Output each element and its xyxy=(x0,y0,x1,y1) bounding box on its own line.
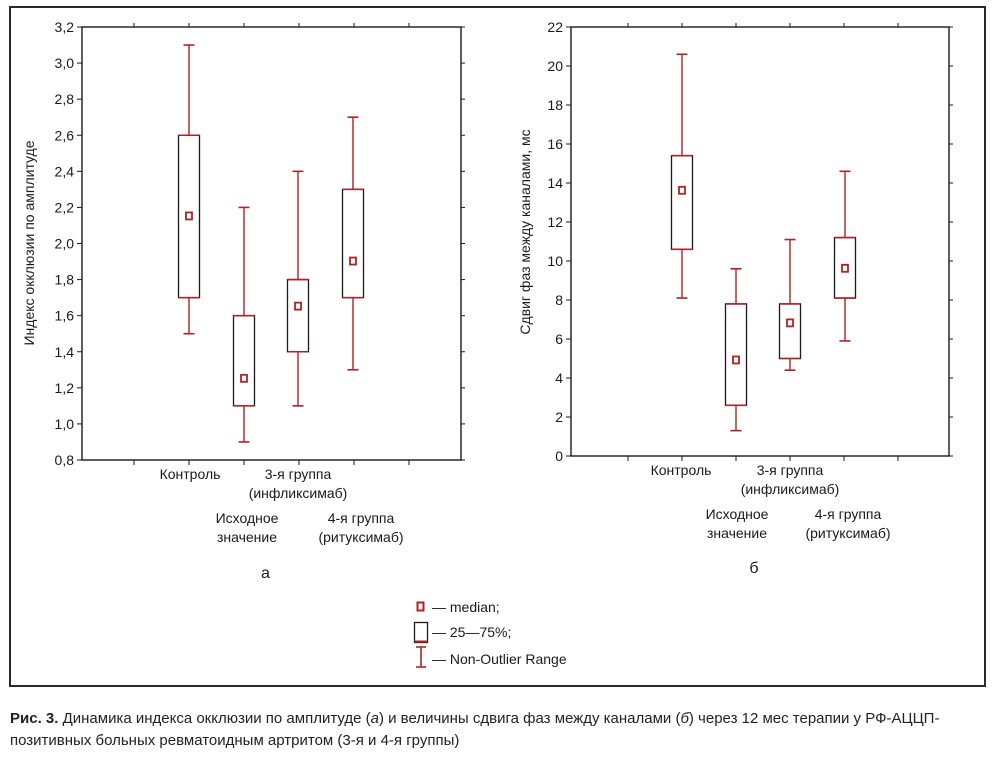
median-marker xyxy=(185,211,193,221)
caption-text-1: Динамика индекса окклюзии по амплитуде ( xyxy=(58,710,371,727)
chart-panel-a: 0,8 1,0 1,2 1,4 1,6 1,8 2,0 2,2 2,4 2,6 2,8 3,0 3,2 И… xyxy=(21,19,465,582)
legend-median-label: — median; xyxy=(432,599,500,615)
y-tick-label: 18 xyxy=(547,97,563,113)
plot-area-frame-b xyxy=(570,26,950,457)
y-tick-label: 3,2 xyxy=(55,19,75,35)
x-category-label: (ритуксимаб) xyxy=(318,529,403,545)
x-category-label: (инфликсимаб) xyxy=(249,485,348,501)
x-category-label: Контроль xyxy=(160,466,221,482)
y-tick-label: 2,6 xyxy=(55,127,75,143)
y-tick-label: 2,8 xyxy=(55,91,75,107)
y-tick-label: 14 xyxy=(547,175,563,191)
x-category-label: значение xyxy=(707,525,767,541)
x-category-label: Исходное xyxy=(216,510,279,526)
x-category-label: 3-я группа xyxy=(757,462,824,478)
y-tick-label: 2 xyxy=(555,409,563,425)
median-marker xyxy=(678,185,686,195)
y-tick-label: 1,0 xyxy=(55,416,75,432)
y-tick-label: 12 xyxy=(547,214,563,230)
legend-box-marker xyxy=(413,621,429,644)
y-tick-label: 4 xyxy=(555,370,563,386)
box-iqr xyxy=(778,303,802,360)
caption-text-2: ) и величины сдвига фаз между каналами ( xyxy=(378,710,681,727)
y-tick-label: 0 xyxy=(555,448,563,464)
box-iqr xyxy=(341,188,365,299)
y-tick-label: 2,2 xyxy=(55,199,75,215)
legend-box-label: — 25—75%; xyxy=(432,624,511,640)
y-tick-label: 0,8 xyxy=(55,452,75,468)
y-tick-label: 8 xyxy=(555,292,563,308)
x-category-label: (ритуксимаб) xyxy=(805,525,890,541)
panel-label: б xyxy=(749,560,758,577)
median-marker xyxy=(732,355,740,365)
plot-area-frame-a xyxy=(81,26,462,461)
x-category-label: Исходное xyxy=(706,506,769,522)
y-tick-label: 22 xyxy=(547,19,563,35)
x-category-label: Контроль xyxy=(651,462,712,478)
box-iqr xyxy=(286,278,310,353)
box-iqr xyxy=(670,155,694,250)
y-axis-title: Сдвиг фаз между каналами, мс xyxy=(517,129,533,334)
x-category-label: значение xyxy=(217,529,277,545)
y-tick-label: 2,4 xyxy=(55,163,75,179)
y-tick-label: 1,4 xyxy=(55,344,75,360)
median-marker xyxy=(841,263,849,273)
median-marker xyxy=(240,373,248,383)
caption-panel-b-ref: б xyxy=(680,710,689,727)
y-tick-label: 3,0 xyxy=(55,55,75,71)
y-tick-label: 16 xyxy=(547,136,563,152)
y-tick-label: 1,8 xyxy=(55,272,75,288)
box-iqr xyxy=(724,303,748,406)
x-category-label: 4-я группа xyxy=(815,506,882,522)
figure-caption: Рис. 3. Динамика индекса окклюзии по амп… xyxy=(10,708,990,752)
box-iqr xyxy=(232,315,256,407)
caption-label: Рис. 3. xyxy=(10,710,59,727)
median-marker xyxy=(349,256,357,266)
panel-label: а xyxy=(261,565,270,582)
caption-panel-a-ref: а xyxy=(370,710,379,727)
chart-panel-b: 0 2 4 6 8 10 12 14 16 18 20 22 Сдвиг фаз между канал… xyxy=(517,19,953,577)
median-marker xyxy=(786,318,794,328)
chart-legend: — median; — 25—75%; — Non-Outlier Range xyxy=(413,599,567,668)
y-tick-label: 6 xyxy=(555,331,563,347)
x-category-label: 4-я группа xyxy=(328,510,395,526)
y-tick-label: 1,2 xyxy=(55,380,75,396)
y-tick-label: 20 xyxy=(547,58,563,74)
figure-frame xyxy=(9,6,986,687)
caption-text-3: ) через 12 мес терапии у РФ-АЦЦП-позитив… xyxy=(10,710,940,749)
legend-median-marker xyxy=(416,601,425,612)
y-tick-label: 1,6 xyxy=(55,308,75,324)
y-tick-label: 10 xyxy=(547,253,563,269)
x-category-label: 3-я группа xyxy=(265,466,332,482)
y-axis-title: Индекс окклюзии по амплитуде xyxy=(21,140,37,345)
legend-range-label: — Non-Outlier Range xyxy=(432,651,567,667)
x-category-label: (инфликсимаб) xyxy=(741,481,840,497)
median-marker xyxy=(294,301,302,311)
y-tick-label: 2,0 xyxy=(55,236,75,252)
